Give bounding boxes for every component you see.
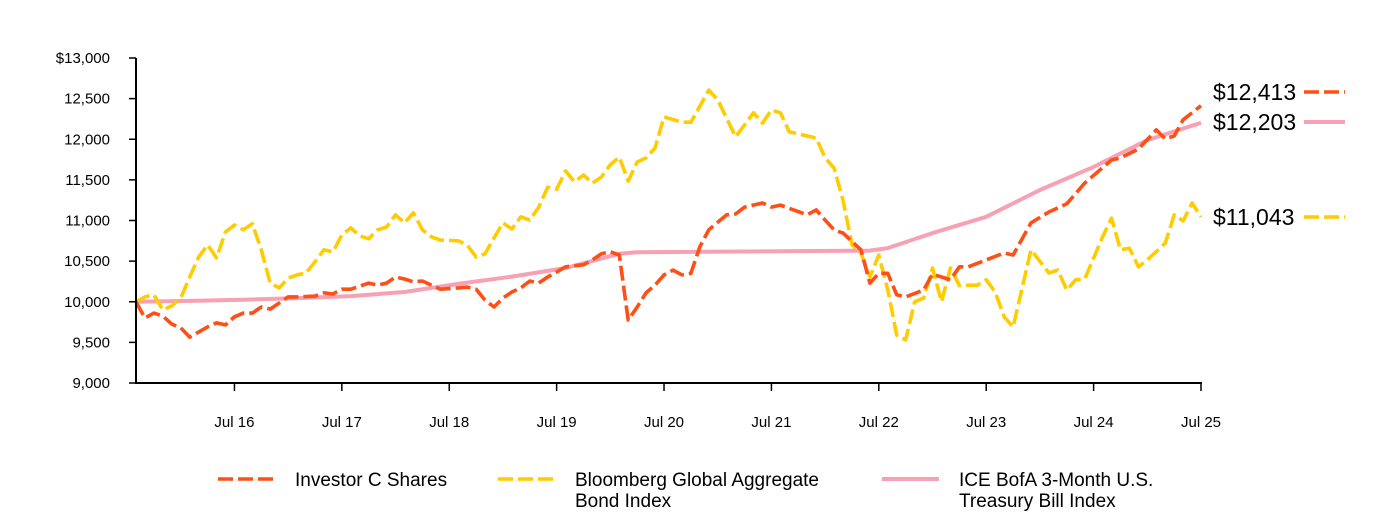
series-line-1 [135, 88, 1203, 342]
end-label-2: $12,203 [1213, 109, 1296, 135]
end-value-labels: $12,413 $11,043 $12,203 [1213, 79, 1345, 230]
y-axis-ticks: $13,000 12,500 12,000 11,500 11,000 10,500 10,… [56, 50, 136, 392]
legend-label: Bloomberg Global Aggregate [575, 470, 819, 491]
x-tick-label: Jul 24 [1074, 414, 1114, 431]
y-tick-label: 9,500 [72, 334, 110, 351]
y-tick-label: 10,000 [64, 294, 110, 311]
legend-label: Bond Index [575, 491, 672, 512]
y-tick-label: 10,500 [64, 253, 110, 270]
x-tick-label: Jul 23 [966, 414, 1006, 431]
y-tick-label: 12,500 [64, 91, 110, 108]
x-tick-label: Jul 16 [214, 414, 254, 431]
end-label-1: $11,043 [1213, 204, 1294, 230]
legend-item-2: ICE BofA 3-Month U.S.Treasury Bill Index [882, 470, 1153, 512]
series-line-0 [134, 104, 1203, 339]
x-tick-label: Jul 20 [644, 414, 684, 431]
legend-label: Investor C Shares [295, 470, 447, 491]
x-axis-ticks: Jul 16 Jul 17 Jul 18 Jul 19 Jul 20 Jul 21 Jul … [214, 383, 1221, 431]
legend-label: Treasury Bill Index [959, 491, 1116, 512]
end-label-0: $12,413 [1213, 79, 1296, 105]
x-tick-label: Jul 18 [429, 414, 469, 431]
y-tick-label: 11,000 [65, 213, 110, 230]
x-tick-label: Jul 19 [537, 414, 577, 431]
x-tick-label: Jul 17 [322, 414, 362, 431]
series-lines [134, 88, 1203, 342]
y-tick-label: 12,000 [64, 131, 110, 148]
y-tick-label: 11,500 [65, 172, 110, 189]
x-tick-label: Jul 25 [1181, 414, 1221, 431]
y-tick-label: 9,000 [72, 375, 110, 392]
legend-label: ICE BofA 3-Month U.S. [959, 470, 1153, 491]
legend-item-0: Investor C Shares [218, 470, 447, 491]
x-tick-label: Jul 22 [859, 414, 899, 431]
y-tick-label: $13,000 [56, 50, 110, 67]
x-tick-label: Jul 21 [751, 414, 791, 431]
legend: Investor C Shares Bloomberg Global Aggreg… [218, 470, 1153, 512]
